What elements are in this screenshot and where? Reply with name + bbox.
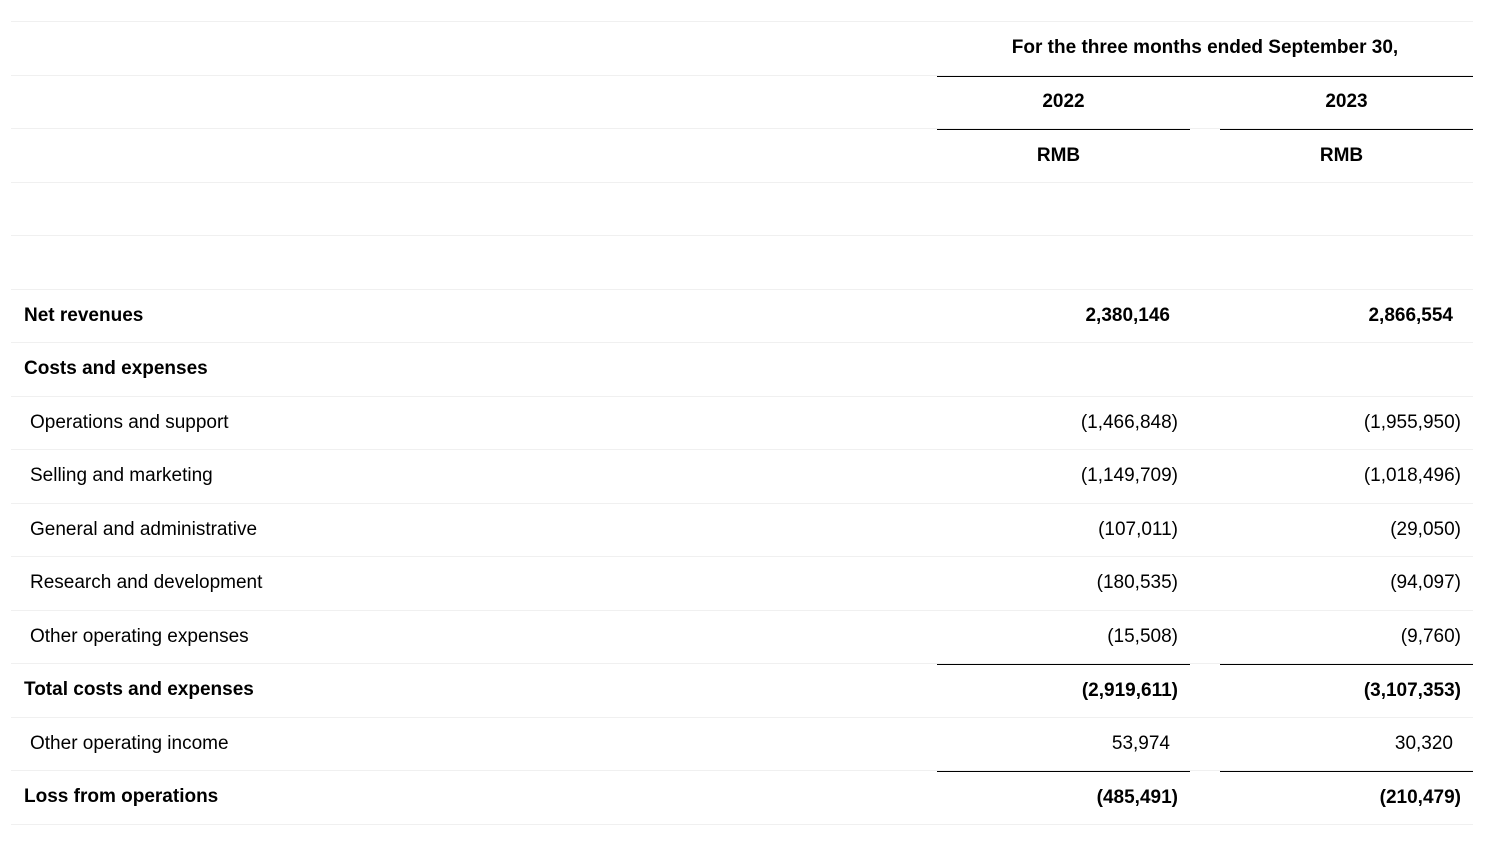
value-2023: 2,866,554 (1368, 304, 1453, 326)
row-label: Other operating expenses (30, 625, 249, 647)
income-statement-table: For the three months ended September 30,… (11, 21, 1473, 825)
value-2022: (2,919,611) (937, 664, 1190, 717)
table-row: Operations and support (1,466,848) (1,955,… (11, 397, 1473, 450)
row-label: Other operating income (30, 732, 229, 754)
row-label: Total costs and expenses (24, 679, 254, 701)
year-2023-header: 2023 (1325, 90, 1368, 112)
table-row: Costs and expenses (11, 343, 1473, 397)
currency-2023-header: RMB (1220, 129, 1473, 182)
table-row: Research and development (180,535) (94,097… (11, 557, 1473, 611)
table-row: Other operating expenses (15,508) (9,760) (11, 611, 1473, 664)
table-row: General and administrative (107,011) (29,0… (11, 504, 1473, 557)
header-period-row: For the three months ended September 30, (11, 22, 1473, 76)
spacer-row (11, 236, 1473, 290)
year-2022-header: 2022 (1042, 90, 1085, 112)
value-2022: (1,466,848) (1080, 411, 1178, 433)
value-2022: (1,149,709) (1080, 465, 1178, 487)
value-2022: (180,535) (1096, 572, 1178, 594)
row-label: Selling and marketing (30, 465, 213, 487)
value-2023 (1220, 343, 1473, 396)
value-2022: (485,491) (937, 771, 1190, 824)
spacer-row (11, 183, 1473, 236)
row-label: Costs and expenses (24, 358, 208, 380)
table-row: Net revenues 2,380,146 2,866,554 (11, 290, 1473, 343)
period-header: For the three months ended September 30, (1011, 37, 1399, 59)
value-2022: 53,974 (1111, 732, 1170, 754)
row-label: Research and development (30, 572, 263, 594)
table-row: Total costs and expenses (2,919,611) (3,10… (11, 664, 1473, 718)
table-row: Selling and marketing (1,149,709) (1,018,4… (11, 450, 1473, 504)
value-2023: (29,050) (1390, 518, 1461, 540)
header-currency-row: RMB RMB (11, 129, 1473, 183)
value-2023: (1,018,496) (1363, 465, 1461, 487)
value-2023: (94,097) (1390, 572, 1461, 594)
value-2023: (210,479) (1220, 771, 1473, 824)
value-2023: 30,320 (1394, 732, 1453, 754)
table-row: Loss from operations (485,491) (210,479) (11, 771, 1473, 825)
value-2023: (9,760) (1400, 625, 1461, 647)
value-2022: 2,380,146 (1085, 304, 1170, 326)
row-label: Loss from operations (24, 786, 219, 808)
value-2022: (107,011) (1098, 518, 1178, 540)
currency-2022-header: RMB (937, 129, 1190, 182)
value-2022: (15,508) (1107, 625, 1178, 647)
value-2023: (1,955,950) (1363, 411, 1461, 433)
value-2022 (937, 343, 1190, 396)
row-label: General and administrative (30, 518, 258, 540)
value-2023: (3,107,353) (1220, 664, 1473, 717)
table-row: Other operating income 53,974 30,320 (11, 718, 1473, 771)
header-year-row: 2022 2023 (11, 75, 1473, 129)
row-label: Operations and support (30, 411, 229, 433)
row-label: Net revenues (24, 304, 144, 326)
